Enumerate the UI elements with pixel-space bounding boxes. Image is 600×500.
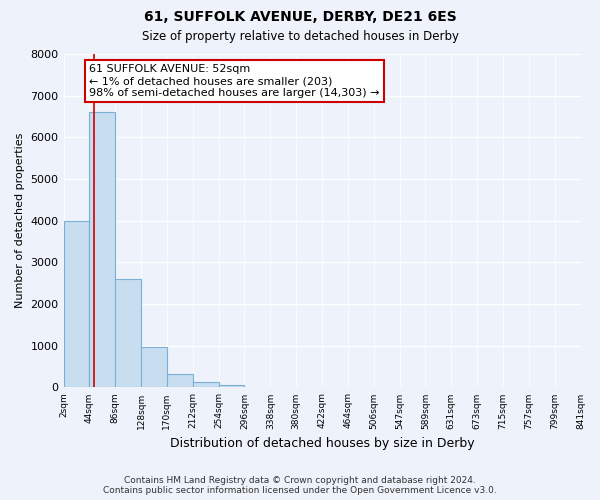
- X-axis label: Distribution of detached houses by size in Derby: Distribution of detached houses by size …: [170, 437, 475, 450]
- Y-axis label: Number of detached properties: Number of detached properties: [15, 133, 25, 308]
- Bar: [89, 112, 115, 388]
- Text: 61 SUFFOLK AVENUE: 52sqm
← 1% of detached houses are smaller (203)
98% of semi-d: 61 SUFFOLK AVENUE: 52sqm ← 1% of detache…: [89, 64, 380, 98]
- Bar: [193, 382, 218, 388]
- Bar: [218, 385, 244, 388]
- Text: Size of property relative to detached houses in Derby: Size of property relative to detached ho…: [142, 30, 458, 43]
- Bar: [167, 374, 193, 388]
- Text: 61, SUFFOLK AVENUE, DERBY, DE21 6ES: 61, SUFFOLK AVENUE, DERBY, DE21 6ES: [143, 10, 457, 24]
- Bar: [141, 348, 167, 388]
- Bar: [64, 220, 89, 388]
- Bar: [115, 279, 141, 388]
- Text: Contains HM Land Registry data © Crown copyright and database right 2024.
Contai: Contains HM Land Registry data © Crown c…: [103, 476, 497, 495]
